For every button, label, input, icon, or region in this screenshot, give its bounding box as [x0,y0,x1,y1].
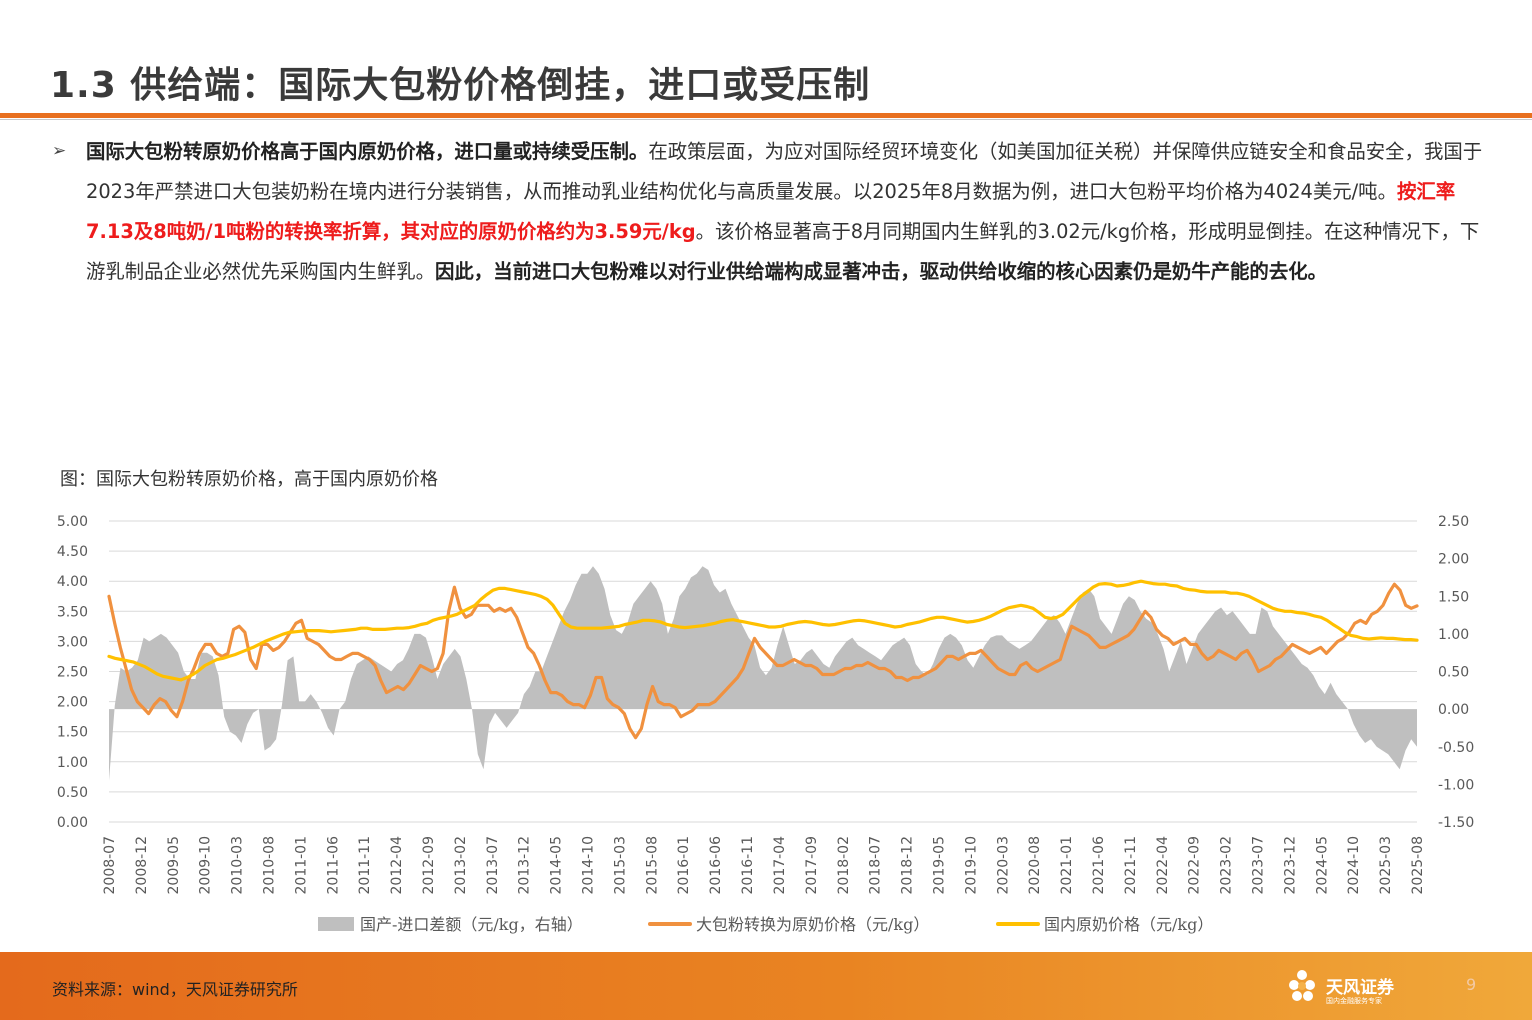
y-right-tick-label: 2.50 [1438,514,1469,530]
y-left-tick-label: 0.50 [57,785,88,801]
source-note: 资料来源：wind，天风证券研究所 [52,980,298,999]
x-tick-label: 2020-03 [995,836,1011,895]
chart-area-layer [109,566,1417,781]
x-tick-label: 2021-01 [1059,836,1075,895]
logo-wordmark: 天风证券 [1326,978,1394,998]
x-tick-label: 2010-08 [262,836,278,895]
legend-entry: 大包粉转换为原奶价格（元/kg） [696,915,929,934]
x-tick-label: 2023-07 [1250,836,1266,895]
x-tick-label: 2017-09 [804,836,820,895]
x-tick-label: 2010-03 [230,836,246,895]
x-tick-label: 2011-01 [293,836,309,895]
y-right-tick-label: -1.50 [1438,815,1474,831]
series-area-price-gap [109,566,1417,781]
y-right-tick-label: 1.00 [1438,627,1469,643]
x-tick-label: 2015-03 [612,836,628,895]
title-rule-orange [0,113,1532,118]
chart-gridlines [109,520,1417,823]
price-chart: 0.00 0.50 1.00 1.50 2.00 2.50 3.00 3.50 4.00 4.50… [57,514,1474,934]
x-tick-label: 2021-11 [1123,836,1139,895]
y-left-tick-label: 2.50 [57,665,88,681]
x-tick-label: 2016-06 [708,836,724,895]
legend-entry: 国内原奶价格（元/kg） [1044,915,1213,934]
x-tick-label: 2023-12 [1282,836,1298,895]
x-tick-label: 2024-05 [1314,836,1330,895]
x-tick-label: 2016-11 [740,836,756,895]
x-tick-label: 2013-02 [453,836,469,895]
body-policy-text: 在政策层面，为应对国际经贸环境变化（如美国加征关税）并保障供应链安全和食品安全，… [86,140,1483,203]
y-right-tick-label: -0.50 [1438,740,1474,756]
y-left-tick-label: 5.00 [57,514,88,530]
page-number: 9 [1466,975,1477,994]
x-tick-label: 2008-12 [134,836,150,895]
x-tick-label: 2013-12 [517,836,533,895]
body-conclusion-bold: 因此，当前进口大包粉难以对行业供给端构成显著冲击，驱动供给收缩的核心因素仍是奶牛… [435,260,1327,283]
logo-subtitle: 国内金融服务专家 [1326,997,1382,1005]
x-tick-label: 2022-04 [1155,836,1171,895]
y-right-tick-label: 2.00 [1438,552,1469,568]
x-tick-label: 2009-05 [166,836,182,895]
x-tick-label: 2011-06 [325,836,341,895]
x-tick-label: 2013-07 [485,836,501,895]
x-tick-label: 2019-05 [931,836,947,895]
y-left-tick-label: 3.50 [57,604,88,620]
x-tick-label: 2025-03 [1378,836,1394,895]
y-left-tick-label: 4.50 [57,544,88,560]
legend-swatch-area [318,917,354,931]
body-paragraph: 国际大包粉转原奶价格高于国内原奶价格，进口量或持续受压制。在政策层面，为应对国际… [86,132,1491,292]
y-axis-right: -1.50 -1.00 -0.50 0.00 0.50 1.00 1.50 2.00 2.50 [1438,514,1474,831]
x-tick-label: 2024-10 [1346,836,1362,895]
y-left-tick-label: 2.00 [57,695,88,711]
y-right-tick-label: 1.50 [1438,589,1469,605]
x-tick-label: 2020-08 [1027,836,1043,895]
series-line-import-powder-price [107,582,1419,740]
y-right-tick-label: 0.50 [1438,665,1469,681]
x-tick-label: 2011-11 [357,836,373,895]
y-left-tick-label: 4.00 [57,574,88,590]
bullet-arrow: ➢ [52,141,67,161]
y-left-tick-label: 0.00 [57,815,88,831]
body-highlight-red: 按汇率7.13及8吨奶/1吨粉的转换率折算，其对应的原奶价格约为3.59元/kg [86,180,1456,243]
x-tick-label: 2023-02 [1219,836,1235,895]
series-line-domestic-milk-price [107,579,1419,682]
title-rule-grey [0,119,1532,120]
x-tick-label: 2018-12 [900,836,916,895]
footer-bar [0,952,1532,1020]
y-left-tick-label: 1.50 [57,725,88,741]
x-tick-label: 2008-07 [102,836,118,895]
chart-caption: 图：国际大包粉转原奶价格，高于国内原奶价格 [60,469,438,490]
tianfeng-logo-icon [1289,970,1315,1001]
x-axis: 2008-07 2008-12 2009-05 2009-10 2010-03 2010-… [102,836,1426,895]
x-tick-label: 2021-06 [1091,836,1107,895]
x-tick-label: 2022-09 [1187,836,1203,895]
legend-entry: 国产-进口差额（元/kg，右轴） [360,915,583,934]
x-tick-label: 2012-09 [421,836,437,895]
x-tick-label: 2012-04 [389,836,405,895]
page-title: 1.3 供给端：国际大包粉价格倒挂，进口或受压制 [50,65,871,106]
x-tick-label: 2025-08 [1410,836,1426,895]
y-right-tick-label: -1.00 [1438,777,1474,793]
y-left-tick-label: 3.00 [57,634,88,650]
body-comparison-text: 。该价格显著高于8月同期国内生鲜乳的3.02元/kg价格，形成明显倒挂。在这种情… [86,220,1480,283]
y-left-tick-label: 1.00 [57,755,88,771]
y-axis-left: 0.00 0.50 1.00 1.50 2.00 2.50 3.00 3.50 4.00 4.50… [57,514,88,831]
x-tick-label: 2018-02 [836,836,852,895]
body-lead-bold: 国际大包粉转原奶价格高于国内原奶价格，进口量或持续受压制。 [86,140,649,163]
x-tick-label: 2014-05 [549,836,565,895]
chart-legend: 国产-进口差额（元/kg，右轴） 大包粉转换为原奶价格（元/kg） 国内原奶价格（元… [318,915,1213,934]
chart-line-layer [107,579,1419,740]
x-tick-label: 2017-04 [772,836,788,895]
x-tick-label: 2014-10 [581,836,597,895]
x-tick-label: 2018-07 [868,836,884,895]
x-tick-label: 2009-10 [198,836,214,895]
x-tick-label: 2015-08 [644,836,660,895]
y-right-tick-label: 0.00 [1438,702,1469,718]
x-tick-label: 2019-10 [963,836,979,895]
x-tick-label: 2016-01 [676,836,692,895]
